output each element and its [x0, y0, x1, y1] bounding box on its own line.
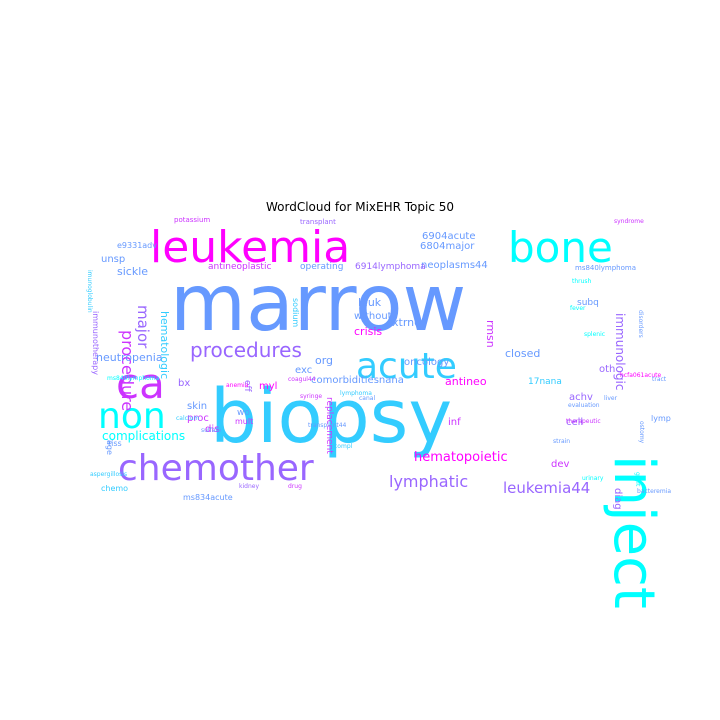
word-8: non [98, 396, 166, 437]
word-22: hematologic [158, 311, 171, 379]
word-33: leuk [358, 296, 382, 309]
word-75: calcium [176, 415, 199, 422]
word-34: antineo [445, 375, 487, 388]
word-85: drug [288, 483, 302, 490]
word-4: bone [508, 223, 613, 272]
word-1: biopsy [210, 374, 452, 460]
word-84: kidney [239, 483, 259, 490]
word-48: inf [448, 417, 461, 428]
word-32: without [354, 311, 392, 322]
word-27: oth [599, 364, 615, 375]
word-64: potassium [174, 216, 210, 224]
word-81: aspergillosis [90, 471, 127, 478]
word-65: transplant [300, 218, 336, 226]
word-12: lymphatic [389, 472, 468, 491]
word-6: acute [356, 346, 457, 387]
word-39: oncology [404, 357, 449, 368]
word-66: syndrome [614, 218, 644, 225]
word-51: operating [300, 262, 343, 272]
word-31: crisis [354, 325, 382, 338]
word-5: chemother [118, 448, 314, 489]
word-71: graft [634, 472, 641, 487]
chart-title: WordCloud for MixEHR Topic 50 [265, 200, 455, 214]
word-36: exc [295, 365, 312, 376]
word-80: ms840lymphoma [107, 375, 160, 382]
word-7: ca [116, 359, 165, 408]
word-38: replacement [324, 397, 334, 454]
word-18: 6904acute [422, 231, 476, 242]
word-40: bx [178, 378, 190, 389]
word-43: dis [205, 424, 219, 435]
word-73: bacteremia [637, 488, 671, 495]
word-0: marrow [170, 259, 466, 349]
word-30: rmsn [484, 320, 497, 348]
word-56: tiss [108, 439, 122, 448]
word-61: ms840lymphoma [575, 264, 636, 272]
word-55: age [105, 440, 114, 455]
word-58: lymp [651, 414, 671, 423]
word-49: 17nana [528, 377, 562, 387]
word-50: antineoplastic [208, 262, 271, 272]
word-13: leukemia44 [503, 479, 590, 497]
word-11: major [134, 305, 152, 349]
word-69: disorders [637, 310, 644, 338]
word-44: myl [259, 381, 277, 392]
word-26: achv [569, 392, 593, 403]
word-9: procedures [190, 338, 302, 362]
word-3: leukemia [150, 222, 350, 273]
word-10: procedure [118, 330, 137, 411]
word-19: 6804major [420, 241, 475, 252]
word-23: neoplasms44 [421, 260, 488, 271]
word-17: immunologic [613, 313, 627, 391]
word-20: unsp [101, 254, 125, 265]
word-67: thrush [572, 278, 592, 285]
word-35: comorbiditiesnana [311, 375, 404, 386]
word-86: lymphoma [340, 390, 372, 397]
word-47: dev [551, 459, 570, 470]
word-94: tract [652, 376, 667, 383]
word-2: inject [601, 455, 666, 609]
word-83: canal [359, 395, 375, 402]
word-16: neutropenia [96, 351, 163, 364]
word-77: splenic [584, 331, 605, 338]
word-21: sickle [117, 265, 148, 278]
word-88: sulfate [201, 427, 222, 434]
word-63: immunotherapy [91, 311, 100, 375]
word-74: anemia [226, 382, 249, 389]
word-57: mult [235, 417, 253, 426]
word-60: ms834acute [183, 493, 233, 502]
word-78: hcfa061acute [620, 372, 661, 379]
word-42: proc [187, 413, 209, 424]
word-25: cell [566, 417, 583, 428]
word-59: chemo [101, 484, 128, 493]
word-79: imunoglobulin [86, 270, 93, 313]
word-45: eff [242, 380, 252, 393]
word-54: subq [577, 298, 599, 308]
word-41: skin [187, 401, 207, 412]
word-24: closed [505, 347, 540, 360]
word-91: evaluation [568, 402, 600, 409]
word-52: 6914lymphoma [355, 262, 426, 272]
word-14: hematopoietic [414, 450, 508, 465]
word-92: ostomy [638, 421, 645, 444]
word-62: sodium [291, 298, 300, 327]
word-70: urinary [582, 475, 604, 482]
word-28: diag [612, 488, 623, 510]
word-93: strain [553, 438, 570, 445]
word-72: liver [604, 395, 618, 402]
word-37: org [315, 354, 333, 367]
word-15: complications [102, 429, 185, 443]
word-46: wo [237, 408, 250, 418]
word-53: e9331adv [117, 241, 157, 250]
word-68: fever [570, 305, 586, 312]
word-29: xtrndl [392, 316, 424, 329]
word-76: coagul44 [288, 376, 316, 383]
word-87: transplant44 [308, 422, 347, 429]
word-90: therapeutic [566, 418, 601, 425]
word-89: compl [334, 443, 353, 450]
word-82: syringe [300, 393, 322, 400]
